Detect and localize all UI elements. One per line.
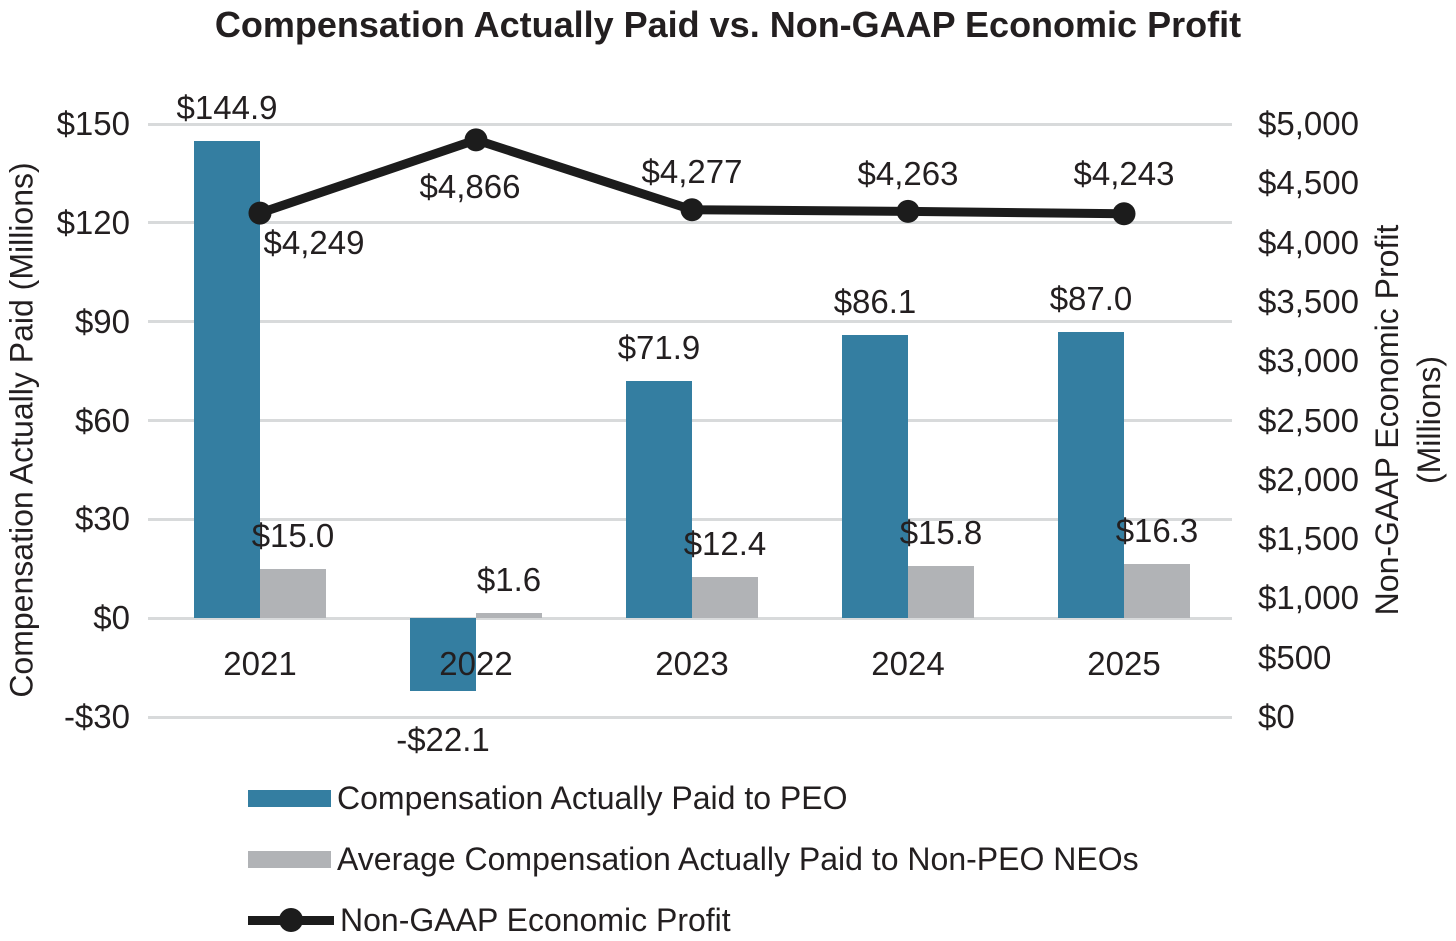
right-axis-title-line2: (Millions) <box>1411 356 1447 485</box>
bar-peo-2023 <box>626 381 692 619</box>
bar-peo-2022 <box>410 618 476 691</box>
profit-point-2022 <box>464 128 488 152</box>
bar-neo-2023 <box>692 577 758 619</box>
left-axis-tick: -$30 <box>63 698 130 735</box>
left-axis-tick: $60 <box>74 401 130 439</box>
bar-value-label: $1.6 <box>476 560 542 598</box>
right-axis-tick: $5,000 <box>1258 105 1359 142</box>
left-axis-tick: $0 <box>93 599 130 637</box>
bar-value-label: $15.0 <box>251 516 335 554</box>
bar-value-label: $16.3 <box>1115 512 1199 550</box>
right-axis-tick: $1,000 <box>1258 579 1359 617</box>
right-axis-tick: $1,500 <box>1258 520 1359 558</box>
gridline <box>148 715 1232 719</box>
right-axis-title-line1: Non-GAAP Economic Profit <box>1369 224 1405 616</box>
right-axis-tick: $500 <box>1258 638 1332 676</box>
left-axis-tick: $120 <box>56 203 130 241</box>
legend-swatch-neo-icon <box>248 850 331 868</box>
bar-neo-2024 <box>908 566 974 619</box>
gridline <box>148 221 1232 225</box>
right-axis-tick: $2,000 <box>1258 460 1359 498</box>
legend-swatch-peo-icon <box>248 789 331 807</box>
left-axis-tick: $150 <box>56 105 130 142</box>
x-axis-label: 2024 <box>871 645 945 683</box>
profit-point-2024 <box>896 199 920 223</box>
legend-item-neo: Average Compensation Actually Paid to No… <box>248 840 1139 878</box>
bar-neo-2025 <box>1124 564 1190 619</box>
x-axis-label: 2022 <box>439 645 513 683</box>
legend-line-marker-dot-icon <box>279 908 303 932</box>
right-axis-tick: $4,000 <box>1258 223 1359 261</box>
bar-value-label: -$22.1 <box>396 720 490 758</box>
right-axis-tick: $3,500 <box>1258 282 1359 320</box>
x-axis-label: 2025 <box>1087 645 1161 683</box>
legend-item-profit: Non-GAAP Economic Profit <box>248 901 1139 939</box>
bar-neo-2021 <box>260 568 326 619</box>
legend-item-peo: Compensation Actually Paid to PEO <box>248 779 1139 817</box>
gridline <box>148 122 1232 126</box>
legend-line-swatch-icon <box>248 908 334 932</box>
line-value-label: $4,249 <box>263 224 365 262</box>
right-axis-tick: $3,000 <box>1258 342 1359 380</box>
bar-peo-2025 <box>1058 331 1124 619</box>
bar-value-label: $86.1 <box>833 282 917 320</box>
line-value-label: $4,243 <box>1073 154 1175 192</box>
legend-label-neo: Average Compensation Actually Paid to No… <box>337 840 1139 877</box>
bar-peo-2021 <box>194 140 260 619</box>
legend-label-profit: Non-GAAP Economic Profit <box>340 901 731 938</box>
right-axis-tick: $4,500 <box>1258 164 1359 202</box>
right-axis-tick: $0 <box>1258 698 1295 735</box>
line-value-label: $4,277 <box>641 152 743 190</box>
x-axis-label: 2023 <box>655 645 729 683</box>
right-axis-tick: $2,500 <box>1258 401 1359 439</box>
legend-label-peo: Compensation Actually Paid to PEO <box>337 779 848 816</box>
bar-value-label: $15.8 <box>899 514 983 552</box>
line-value-label: $4,866 <box>419 167 521 205</box>
bar-value-label: $144.9 <box>176 88 278 126</box>
line-value-label: $4,263 <box>857 155 959 193</box>
bar-peo-2024 <box>842 334 908 619</box>
gridline <box>148 320 1232 324</box>
bar-value-label: $12.4 <box>683 525 767 563</box>
gridline <box>148 616 1232 620</box>
right-axis-title: Non-GAAP Economic Profit (Millions) <box>1366 225 1450 616</box>
x-axis-label: 2021 <box>223 645 297 683</box>
bar-neo-2022 <box>476 612 542 619</box>
chart-title: Compensation Actually Paid vs. Non-GAAP … <box>214 4 1242 45</box>
left-axis-tick: $30 <box>74 500 130 538</box>
left-axis-tick: $90 <box>74 302 130 340</box>
bar-value-label: $87.0 <box>1049 279 1133 317</box>
legend: Compensation Actually Paid to PEO Averag… <box>248 779 1139 939</box>
profit-point-2023 <box>680 198 704 222</box>
bar-value-label: $71.9 <box>617 329 701 367</box>
